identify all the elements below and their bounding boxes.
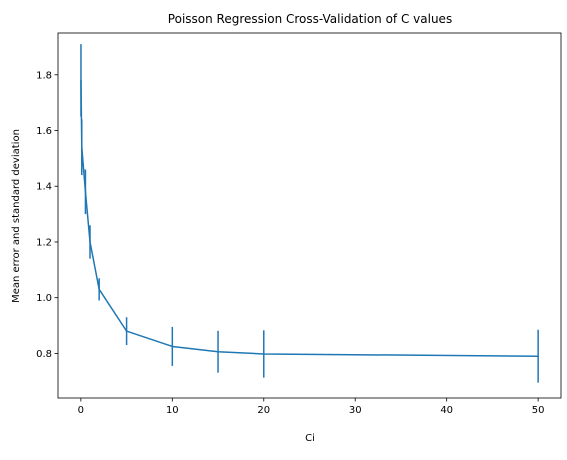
plot-area — [80, 44, 539, 383]
x-axis: 0 10 20 30 40 50 — [78, 398, 545, 416]
y-tick-label: 0.8 — [36, 349, 52, 360]
y-tick-label: 1.0 — [36, 293, 52, 304]
x-tick-label: 50 — [532, 405, 545, 416]
y-tick-label: 1.2 — [36, 237, 52, 248]
x-tick-label: 0 — [78, 405, 84, 416]
y-axis: 0.8 1.0 1.2 1.4 1.6 1.8 — [36, 70, 58, 360]
y-axis-label: Mean error and standard deviation — [11, 129, 22, 303]
y-tick-label: 1.6 — [36, 126, 52, 137]
plot-frame — [57, 32, 562, 399]
y-tick-label: 1.8 — [36, 70, 52, 81]
series-line — [80, 79, 539, 357]
chart-title: Poisson Regression Cross-Validation of C… — [168, 12, 452, 26]
x-tick-label: 10 — [166, 405, 179, 416]
y-tick-label: 1.4 — [36, 182, 52, 193]
x-tick-label: 30 — [349, 405, 362, 416]
x-tick-label: 20 — [257, 405, 270, 416]
x-axis-label: Ci — [305, 433, 315, 444]
x-tick-label: 40 — [440, 405, 453, 416]
